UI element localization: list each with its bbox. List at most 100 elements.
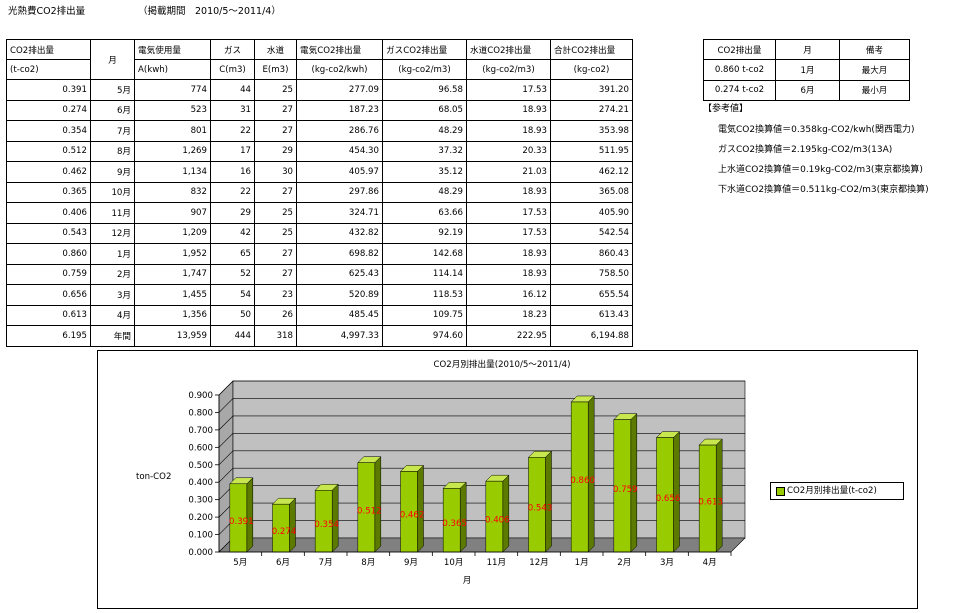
table-row-cell: 16: [210, 161, 255, 183]
table-row-cell: 1月: [90, 243, 135, 265]
x-tick-label: 4月: [703, 557, 717, 568]
table-row-cell: 18.93: [466, 243, 551, 265]
table-row-cell: 462.12: [550, 161, 633, 183]
table-row-cell: 405.90: [550, 202, 633, 224]
reference-line-water-supply: 上水道CO2換算値＝0.19kg-CO2/m3(東京都換算): [718, 165, 923, 175]
table-row-cell: 187.23: [296, 99, 383, 121]
table-row-cell: 35.12: [382, 161, 467, 183]
summary-row: 0.274 t-co2 6月 最小月: [703, 79, 910, 101]
y-tick-label: 0.100: [188, 531, 213, 541]
table-row-cell: 17.53: [466, 79, 551, 101]
bar-data-label: 0.462: [400, 511, 425, 521]
table-row-cell: 613.43: [550, 304, 633, 326]
x-tick-label: 10月: [444, 557, 464, 568]
table-row-cell: 0.543: [6, 222, 91, 244]
table-row-cell: 1,209: [134, 222, 211, 244]
table-row-cell: 0.406: [6, 202, 91, 224]
chart-title: CO2月別排出量(2010/5～2011/4): [434, 358, 571, 370]
table-row-cell: 698.82: [296, 243, 383, 265]
table-row-cell: 92.19: [382, 222, 467, 244]
column-subheader: C(m3): [210, 59, 255, 80]
table-row-cell: 27: [254, 243, 297, 265]
table-row-cell: 44: [210, 79, 255, 101]
table-row-cell: 18.93: [466, 120, 551, 142]
table-row-cell: 758.50: [550, 263, 633, 285]
x-tick-label: 5月: [233, 557, 247, 568]
table-row: 0.354 7月 801 22 27 286.76 48.29 18.93 353.98: [6, 120, 633, 142]
table-row-cell: 801: [134, 120, 211, 142]
table-row-cell: 0.391: [6, 79, 91, 101]
column-header: 電気CO2排出量: [296, 39, 383, 60]
table-row-cell: 4月: [90, 304, 135, 326]
table-row-cell: 65: [210, 243, 255, 265]
table-row-cell: 27: [254, 99, 297, 121]
bar-side: [331, 483, 339, 553]
table-row-cell: 523: [134, 99, 211, 121]
x-tick-label: 8月: [361, 557, 375, 568]
y-tick-label: 0.600: [188, 443, 213, 453]
table-total-row-cell: 974.60: [382, 325, 467, 347]
column-subheader: (t-co2): [6, 59, 91, 80]
table-row-cell: 542.54: [550, 222, 633, 244]
table-subheader-row: (t-co2) A(kwh) C(m3) E(m3) (kg-co2/kwh) (kg-c…: [6, 59, 633, 80]
page-title: 光熱費CO2排出量: [8, 6, 86, 17]
bar-side: [246, 477, 254, 553]
table-row-cell: 25: [254, 222, 297, 244]
bar-side: [715, 438, 723, 553]
y-tick-label: 0.400: [188, 478, 213, 488]
gridline: [218, 398, 745, 413]
bar-data-label: 0.406: [485, 516, 510, 526]
table-row-cell: 2月: [90, 263, 135, 285]
column-subheader: A(kwh): [134, 59, 211, 80]
table-row-cell: 0.354: [6, 120, 91, 142]
table-row-cell: 17.53: [466, 222, 551, 244]
summary-column-header: CO2排出量: [703, 39, 776, 60]
table-row-cell: 286.76: [296, 120, 383, 142]
table-row-cell: 50: [210, 304, 255, 326]
table-row-cell: 30: [254, 161, 297, 183]
table-row-cell: 5月: [90, 79, 135, 101]
table-row-cell: 277.09: [296, 79, 383, 101]
table-row: 0.759 2月 1,747 52 27 625.43 114.14 18.93 758.50: [6, 263, 633, 285]
table-total-row-cell: 444: [210, 325, 255, 347]
table-row-cell: 9月: [90, 161, 135, 183]
x-tick-label: 3月: [660, 557, 674, 568]
table-row-cell: 27: [254, 120, 297, 142]
x-axis-title: 月: [463, 575, 472, 586]
table-row-cell: 22: [210, 120, 255, 142]
co2-data-table: CO2排出量月電気使用量 ガス 水道 電気CO2排出量 ガスCO2排出量 水道CO2排出量…: [6, 39, 633, 347]
table-row-cell: 274.21: [550, 99, 633, 121]
column-header: 月: [90, 39, 135, 80]
column-header: ガスCO2排出量: [382, 39, 467, 60]
table-row-cell: 18.23: [466, 304, 551, 326]
table-row-cell: 118.53: [382, 284, 467, 306]
bar-data-label: 0.354: [314, 520, 339, 530]
table-row-cell: 353.98: [550, 120, 633, 142]
table-row-cell: 0.759: [6, 263, 91, 285]
table-row-cell: 1,356: [134, 304, 211, 326]
table-row-cell: 48.29: [382, 120, 467, 142]
table-row: 0.512 8月 1,269 17 29 454.30 37.32 20.33 511.95: [6, 140, 633, 162]
table-row-cell: 6月: [90, 99, 135, 121]
gridline: [218, 380, 745, 396]
table-row-cell: 16.12: [466, 284, 551, 306]
x-tick-label: 2月: [617, 557, 631, 568]
y-tick-label: 0.500: [188, 461, 213, 471]
table-row-cell: 0.462: [6, 161, 91, 183]
table-row: 0.656 3月 1,455 54 23 520.89 118.53 16.12 655.54: [6, 284, 633, 306]
summary-cell: 6月: [775, 79, 840, 101]
table-row-cell: 18.93: [466, 99, 551, 121]
table-row-cell: 432.82: [296, 222, 383, 244]
column-subheader: (kg-co2/m3): [382, 59, 467, 80]
column-header: 水道: [254, 39, 297, 60]
table-row-cell: 0.365: [6, 181, 91, 203]
table-row-cell: 96.58: [382, 79, 467, 101]
column-header: 合計CO2排出量: [550, 39, 633, 60]
legend-label: CO2月別排出量(t-co2): [787, 486, 877, 496]
table-row: 0.613 4月 1,356 50 26 485.45 109.75 18.23 613.43: [6, 304, 633, 326]
table-row-cell: 31: [210, 99, 255, 121]
reference-line-gas: ガスCO2換算値＝2.195kg-CO2/m3(13A): [718, 145, 893, 155]
reference-line-electric: 電気CO2換算値＝0.358kg-CO2/kwh(関西電力): [718, 125, 915, 135]
table-header-row: CO2排出量月電気使用量 ガス 水道 電気CO2排出量 ガスCO2排出量 水道CO2排出量…: [6, 39, 633, 80]
table-total-row-cell: 222.95: [466, 325, 551, 347]
